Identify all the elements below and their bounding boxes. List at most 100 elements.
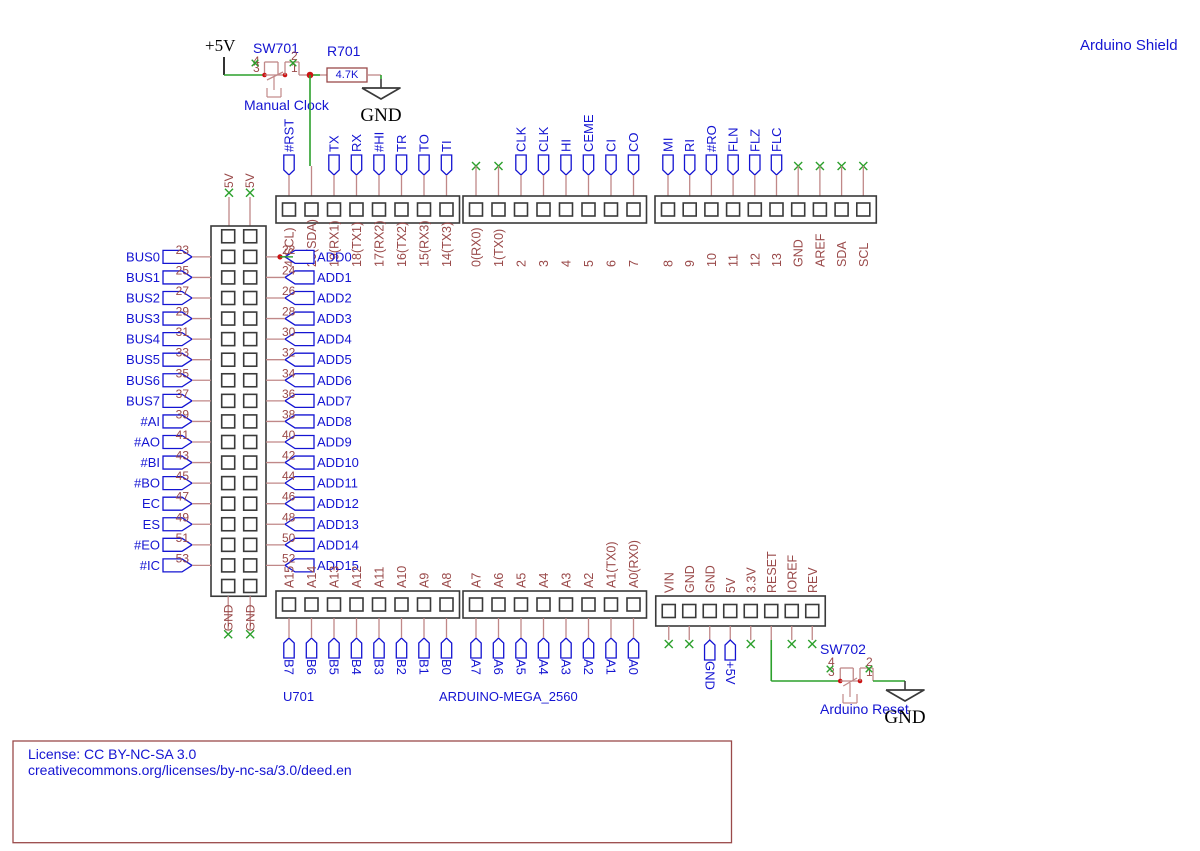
svg-text:A3: A3 [560, 573, 574, 588]
svg-text:4.7K: 4.7K [336, 69, 359, 81]
svg-text:creativecommons.org/licenses/b: creativecommons.org/licenses/by-nc-sa/3.… [28, 762, 352, 778]
svg-text:23: 23 [176, 243, 190, 257]
svg-text:REV: REV [806, 567, 820, 593]
svg-text:R701: R701 [327, 43, 361, 59]
svg-text:47: 47 [176, 490, 190, 504]
svg-text:A3: A3 [559, 659, 574, 675]
svg-text:BUS6: BUS6 [126, 373, 160, 388]
svg-text:43: 43 [176, 449, 190, 463]
svg-text:BUS3: BUS3 [126, 311, 160, 326]
svg-text:CEME: CEME [581, 114, 596, 152]
svg-text:3: 3 [537, 260, 551, 267]
svg-text:ADD5: ADD5 [317, 352, 352, 367]
svg-text:28: 28 [282, 305, 296, 319]
svg-text:A7: A7 [470, 573, 484, 588]
svg-text:2: 2 [515, 260, 529, 267]
svg-text:B7: B7 [282, 659, 297, 675]
svg-text:7: 7 [627, 260, 641, 267]
svg-text:13: 13 [770, 253, 784, 267]
svg-text:35: 35 [176, 366, 190, 380]
svg-text:A4: A4 [537, 573, 551, 588]
svg-text:29: 29 [176, 305, 190, 319]
svg-text:A10: A10 [395, 566, 409, 588]
svg-text:A9: A9 [418, 573, 432, 588]
svg-text:TO: TO [417, 134, 432, 152]
svg-text:A13: A13 [328, 566, 342, 588]
svg-text:30: 30 [282, 325, 296, 339]
svg-text:#HI: #HI [372, 132, 387, 152]
svg-text:BUS5: BUS5 [126, 352, 160, 367]
svg-text:RX: RX [349, 134, 364, 152]
svg-text:BUS2: BUS2 [126, 291, 160, 306]
svg-text:1(TX0): 1(TX0) [492, 229, 506, 267]
svg-text:32: 32 [282, 346, 296, 360]
svg-text:31: 31 [176, 325, 190, 339]
svg-text:#BO: #BO [134, 476, 160, 491]
svg-text:B0: B0 [439, 659, 454, 675]
svg-text:#AO: #AO [134, 434, 160, 449]
svg-text:AREF: AREF [813, 233, 827, 267]
svg-text:B6: B6 [304, 659, 319, 675]
svg-text:ADD2: ADD2 [317, 291, 352, 306]
svg-text:Manual Clock: Manual Clock [244, 97, 330, 113]
svg-text:SDA: SDA [835, 241, 849, 267]
svg-text:3.3V: 3.3V [744, 567, 758, 593]
svg-text:ARDUINO-MEGA_2560: ARDUINO-MEGA_2560 [439, 689, 578, 704]
svg-text:BUS1: BUS1 [126, 270, 160, 285]
svg-text:38: 38 [282, 407, 296, 421]
svg-text:RESET: RESET [765, 551, 779, 593]
svg-text:MI: MI [661, 138, 676, 152]
svg-text:BUS7: BUS7 [126, 393, 160, 408]
svg-text:EC: EC [142, 496, 160, 511]
svg-text:A1: A1 [604, 659, 619, 675]
svg-text:TI: TI [439, 140, 454, 152]
svg-text:5V: 5V [243, 173, 257, 188]
svg-text:26: 26 [282, 284, 296, 298]
svg-text:ADD10: ADD10 [317, 455, 359, 470]
svg-text:B2: B2 [394, 659, 409, 675]
svg-text:9: 9 [683, 260, 697, 267]
svg-text:A14: A14 [305, 566, 319, 588]
svg-text:46: 46 [282, 490, 296, 504]
svg-text:GND: GND [792, 239, 806, 267]
svg-text:A8: A8 [440, 573, 454, 588]
svg-text:VIN: VIN [662, 572, 676, 593]
svg-text:5: 5 [582, 260, 596, 267]
svg-text:A2: A2 [581, 659, 596, 675]
svg-text:49: 49 [176, 510, 190, 524]
svg-text:GND: GND [702, 661, 717, 690]
svg-text:B5: B5 [327, 659, 342, 675]
svg-text:FLN: FLN [726, 127, 741, 152]
svg-text:HI: HI [559, 139, 574, 152]
svg-text:5V: 5V [222, 173, 236, 188]
svg-text:Arduino Shield: Arduino Shield [1080, 37, 1178, 54]
svg-text:CLK: CLK [536, 126, 551, 152]
svg-text:34: 34 [282, 366, 296, 380]
svg-text:36: 36 [282, 387, 296, 401]
svg-text:8: 8 [662, 260, 676, 267]
svg-text:6: 6 [605, 260, 619, 267]
svg-text:ADD13: ADD13 [317, 517, 359, 532]
svg-text:45: 45 [176, 469, 190, 483]
svg-text:BUS4: BUS4 [126, 332, 160, 347]
svg-text:FLC: FLC [769, 127, 784, 152]
svg-text:14(TX3): 14(TX3) [440, 222, 454, 267]
svg-text:SCL: SCL [857, 243, 871, 267]
svg-text:SW702: SW702 [820, 641, 866, 657]
svg-text:#RST: #RST [282, 119, 297, 152]
svg-text:GND: GND [244, 604, 258, 631]
svg-text:41: 41 [176, 428, 190, 442]
svg-text:TX: TX [327, 135, 342, 152]
svg-text:18(TX1): 18(TX1) [350, 222, 364, 267]
svg-text:CO: CO [626, 133, 641, 153]
svg-text:A11: A11 [373, 567, 387, 588]
svg-text:B3: B3 [372, 659, 387, 675]
svg-text:27: 27 [176, 284, 190, 298]
svg-text:ES: ES [143, 517, 161, 532]
svg-text:51: 51 [176, 531, 190, 545]
svg-text:ADD14: ADD14 [317, 537, 359, 552]
svg-text:0(RX0): 0(RX0) [470, 227, 484, 267]
svg-text:RI: RI [682, 139, 697, 152]
svg-text:33: 33 [176, 346, 190, 360]
svg-text:+5V: +5V [205, 36, 236, 55]
